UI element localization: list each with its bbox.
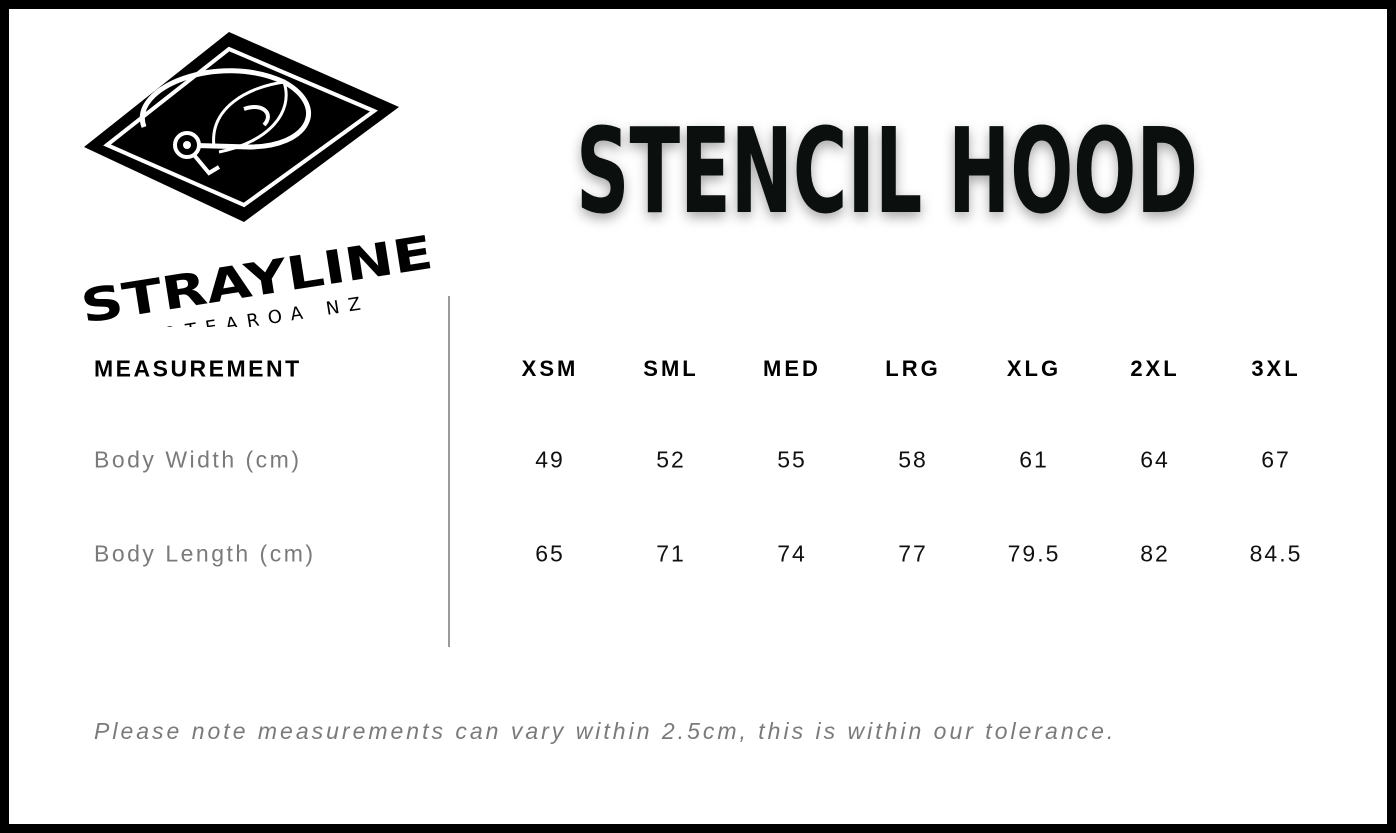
size-header: SML [643, 356, 699, 381]
table-cell: 55 [777, 446, 807, 473]
tolerance-note: Please note measurements can vary within… [94, 718, 1117, 744]
row-label-body-length: Body Length (cm) [94, 540, 316, 567]
size-header: 3XL [1251, 356, 1301, 381]
table-cell: 61 [1019, 446, 1049, 473]
table-cell: 58 [898, 446, 928, 473]
table-cell: 79.5 [1007, 540, 1061, 567]
table-cell: 67 [1261, 446, 1291, 473]
column-divider [448, 296, 450, 647]
table-cell: 71 [656, 540, 686, 567]
row-label-body-width: Body Width (cm) [94, 446, 302, 473]
measurement-header: MEASUREMENT [94, 355, 302, 382]
table-cell: 52 [656, 446, 686, 473]
table-cell: 49 [535, 446, 565, 473]
strayline-logo: STRAYLINE AOTEAROA NZ [77, 32, 436, 327]
logo-diamond-icon [84, 32, 399, 222]
table-cell: 64 [1140, 446, 1170, 473]
table-cell: 84.5 [1249, 540, 1303, 567]
size-header: XSM [521, 356, 579, 381]
size-header: 2XL [1130, 356, 1180, 381]
table-cell: 74 [777, 540, 807, 567]
size-header: MED [763, 356, 821, 381]
table-cell: 82 [1140, 540, 1170, 567]
title-text: STENCIL HOOD [576, 114, 1198, 234]
size-header: LRG [885, 356, 941, 381]
size-chart: STRAYLINE AOTEAROA NZ STENCIL HOOD [9, 9, 1387, 824]
size-header: XLG [1006, 356, 1062, 381]
page-title: STENCIL HOOD [576, 114, 1198, 234]
table-cell: 65 [535, 540, 565, 567]
table-cell: 77 [898, 540, 928, 567]
